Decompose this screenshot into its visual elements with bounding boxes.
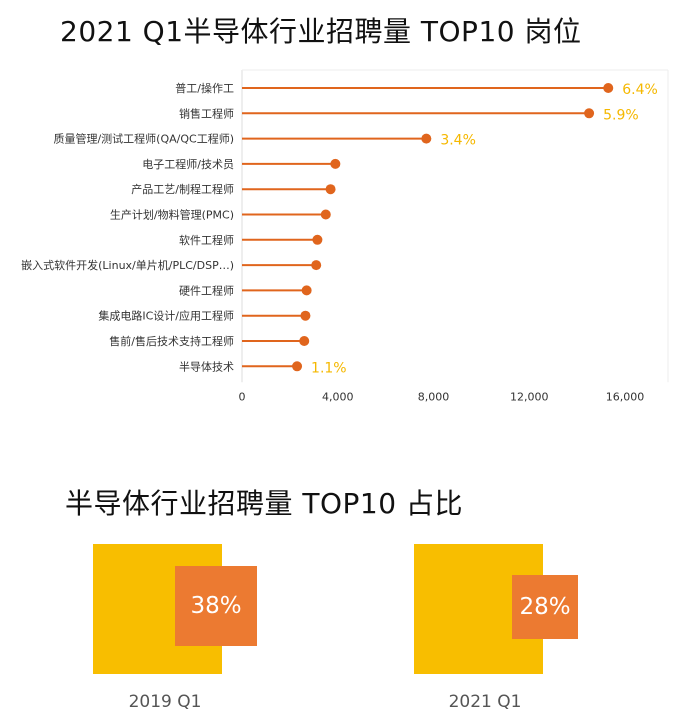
lollipop-dot [312,234,323,245]
category-label: 集成电路IC设计/应用工程师 [98,309,234,323]
lollipop-dot [320,209,331,220]
share-annotation: 3.4% [440,133,476,149]
lollipop-dot [301,285,312,296]
category-label: 产品工艺/制程工程师 [131,182,234,196]
lollipop-dot [330,158,341,169]
category-label: 嵌入式软件开发(Linux/单片机/PLC/DSP…) [21,258,234,272]
x-tick-label: 8,000 [418,390,450,403]
lollipop-dot [292,361,303,372]
category-label: 普工/操作工 [175,81,234,95]
year-label-2021: 2021 Q1 [448,692,522,712]
x-tick-label: 16,000 [606,390,645,403]
category-label: 质量管理/测试工程师(QA/QC工程师) [53,132,234,146]
category-label: 电子工程师/技术员 [142,158,234,171]
proportion-label-2019: 38% [175,566,257,646]
chart-title-bottom: 半导体行业招聘量 TOP10 占比 [65,487,463,520]
share-annotation: 6.4% [622,82,658,98]
x-tick-label: 4,000 [322,390,354,403]
x-tick-label: 12,000 [510,390,549,403]
lollipop-dot [603,83,614,93]
lollipop-dot [299,336,310,346]
proportion-label-2021: 28% [512,575,578,639]
category-label: 半导体技术 [179,359,234,373]
year-label-2019: 2019 Q1 [128,692,202,712]
chart-title-top: 2021 Q1半导体行业招聘量 TOP10 岗位 [60,15,582,48]
lollipop-dot [421,133,432,144]
category-label: 销售工程师 [179,106,234,120]
category-label: 硬件工程师 [179,284,234,297]
x-tick-label: 0 [239,390,246,403]
category-label: 售前/售后技术支持工程师 [109,334,234,348]
lollipop-dot [311,260,322,271]
lollipop-dot [325,184,336,195]
category-label: 生产计划/物料管理(PMC) [110,208,234,222]
category-label: 软件工程师 [179,233,234,247]
share-annotation: 1.1% [311,360,347,376]
lollipop-dot [584,108,595,119]
lollipop-dot [300,310,311,321]
share-annotation: 5.9% [603,107,639,123]
